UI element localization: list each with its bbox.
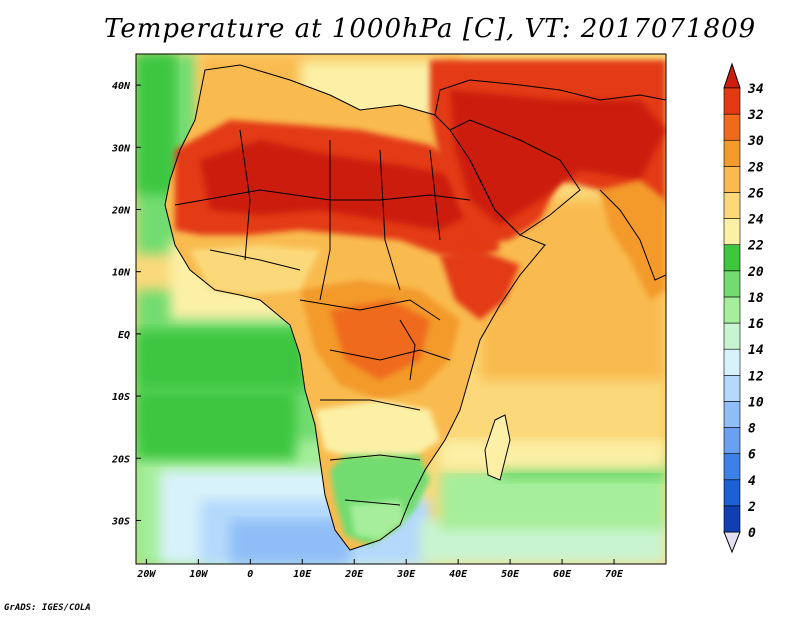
colorbar-label: 14: [748, 343, 764, 358]
colorbar-box: [723, 479, 741, 507]
colorbar-label: 18: [748, 291, 764, 306]
y-axis: 40N 30N 20N 10N EQ 10S 20S 30S: [111, 81, 141, 527]
coastlines: [164, 64, 666, 551]
colorbar-bottom-arrow: [723, 531, 741, 554]
colorbar-label: 2: [747, 500, 756, 515]
x-tick-label: 20E: [344, 569, 364, 580]
colorbar-label: 12: [748, 369, 764, 384]
y-tick-label: EQ: [118, 330, 130, 341]
colorbar-box: [723, 374, 741, 402]
y-tick-label: 30N: [111, 143, 131, 154]
colorbar-top-arrow: [723, 62, 741, 89]
colorbar-box: [723, 166, 741, 193]
x-tick-label: 40E: [449, 569, 468, 580]
colorbar-box: [723, 192, 741, 219]
x-tick-label: 20W: [136, 569, 156, 580]
x-tick-label: 30E: [396, 569, 416, 580]
x-tick-label: 10W: [189, 569, 208, 580]
colorbar-label: 10: [748, 395, 764, 410]
colorbar-label: 22: [747, 239, 764, 254]
colorbar-label: 8: [748, 422, 756, 437]
x-axis: 20W 10W 0 10E 20E 30E 40E 50E 60E 70E: [136, 559, 624, 580]
colorbar-label: 28: [747, 160, 764, 175]
colorbar-box: [723, 401, 741, 428]
colorbar-box: [723, 296, 741, 324]
x-tick-label: 0: [247, 569, 253, 580]
colorbar-box: [723, 270, 741, 298]
grads-credit: GrADS: IGES/COLA: [4, 603, 91, 613]
colorbar-label: 20: [747, 265, 764, 280]
y-tick-label: 10N: [112, 268, 131, 279]
colorbar-box: [723, 348, 741, 376]
y-tick-label: 20N: [111, 205, 131, 216]
colorbar-box: [723, 427, 741, 454]
x-tick-label: 60E: [553, 569, 572, 580]
y-tick-label: 20S: [111, 454, 130, 465]
colorbar-box: [723, 505, 741, 533]
colorbar-label: 0: [748, 526, 756, 541]
colorbar-label: 6: [748, 448, 756, 463]
colorbar-label: 30: [747, 134, 764, 149]
y-tick-label: 40N: [112, 81, 131, 92]
colorbar-box: [723, 322, 741, 350]
colorbar-box: [723, 453, 741, 481]
colorbar-label: 32: [747, 108, 764, 123]
colorbar-label: 4: [748, 474, 756, 489]
map-title: Temperature at 1000hPa [C], VT: 20170718…: [104, 14, 757, 44]
colorbar-label: 16: [748, 317, 764, 332]
plot-frame: [135, 53, 667, 565]
colorbar-label: 24: [747, 213, 764, 228]
x-tick-label: 50E: [501, 569, 520, 580]
colorbar-box: [723, 87, 741, 115]
colorbar-box: [723, 139, 741, 167]
colorbar-box: [723, 113, 741, 141]
y-tick-label: 30S: [111, 516, 130, 527]
colorbar-label: 34: [747, 82, 764, 97]
x-tick-label: 70E: [605, 569, 624, 580]
colorbar-label: 26: [747, 186, 764, 201]
colorbar-box: [723, 218, 741, 246]
x-tick-label: 10E: [293, 569, 312, 580]
colorbar-box: [723, 244, 741, 272]
temperature-field: [136, 54, 666, 564]
y-tick-label: 10S: [112, 392, 130, 403]
